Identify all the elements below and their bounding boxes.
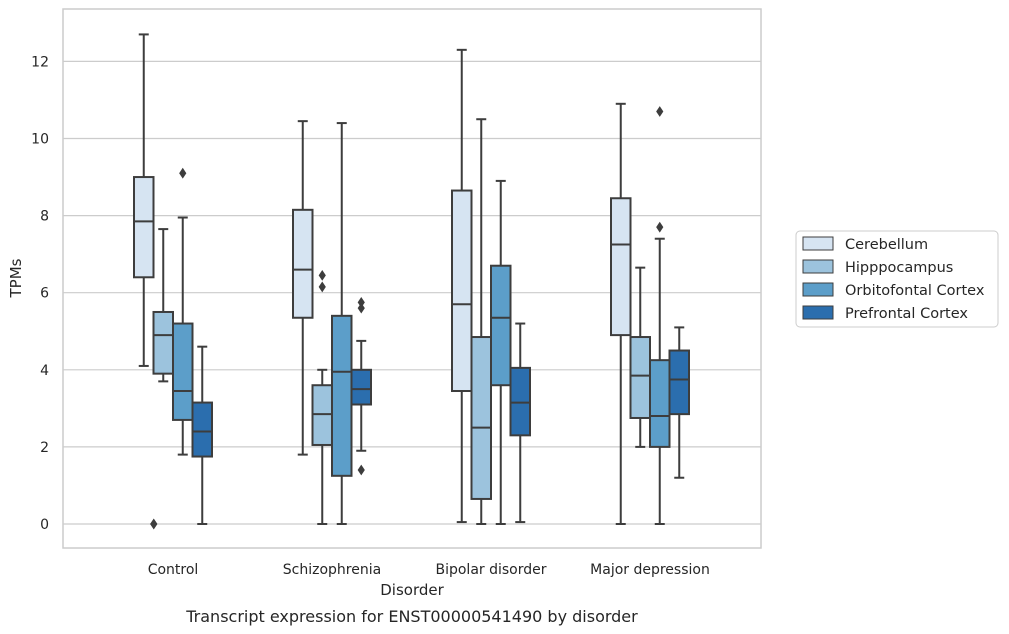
outlier-point [357, 302, 365, 314]
box-body [152, 310, 174, 375]
y-tick-label: 4 [40, 363, 49, 379]
legend: Cerebellum Hipppocampus Orbitofontal Corte… [795, 230, 999, 328]
box-body [172, 322, 194, 421]
y-tick-label: 12 [31, 54, 49, 70]
x-tick-label: Bipolar disorder [435, 562, 546, 578]
y-ticks: 0 2 4 6 8 10 12 [31, 54, 49, 533]
box-body [191, 401, 213, 458]
outlier-point [150, 518, 158, 530]
box-body [610, 197, 632, 337]
outlier-point [179, 167, 187, 179]
y-tick-label: 10 [31, 132, 49, 148]
legend-swatch [802, 259, 834, 274]
box [191, 345, 213, 525]
outlier-point [357, 296, 365, 308]
outlier-point [357, 464, 365, 476]
box-body [629, 336, 651, 419]
y-tick-label: 8 [40, 209, 49, 225]
legend-frame [795, 230, 999, 328]
box-body [668, 349, 690, 416]
y-tick-label: 2 [40, 440, 49, 456]
x-axis-label: Disorder [380, 581, 444, 599]
box [509, 322, 531, 524]
box [649, 106, 671, 525]
box [470, 118, 492, 525]
box [490, 179, 512, 525]
box-body [350, 368, 372, 406]
box [152, 228, 174, 383]
legend-swatch [802, 282, 834, 297]
box [172, 167, 194, 456]
outlier-point [656, 221, 664, 233]
box-body [133, 176, 155, 279]
legend-label: Cerebellum [845, 237, 928, 253]
chart-caption: Transcript expression for ENST0000054149… [185, 607, 638, 626]
box-body [451, 189, 473, 393]
x-tick-label: Control [148, 562, 199, 578]
x-ticks: Control Schizophrenia Bipolar disorder Majo… [148, 562, 710, 578]
y-tick-label: 0 [40, 517, 49, 533]
box [350, 296, 372, 476]
box-body [470, 336, 492, 500]
box [668, 326, 690, 479]
box [451, 48, 473, 524]
outlier-point [318, 269, 326, 281]
box [311, 269, 333, 525]
box-body [649, 359, 671, 448]
gridlines [63, 60, 761, 525]
x-tick-label: Major depression [590, 562, 710, 578]
y-tick-label: 6 [40, 286, 49, 302]
y-axis-label: TPMs [7, 258, 25, 298]
box [292, 120, 314, 456]
legend-swatch [802, 305, 834, 320]
box-body [331, 314, 353, 477]
box [610, 102, 632, 525]
legend-label: Orbitofontal Cortex [845, 283, 985, 299]
outlier-point [318, 281, 326, 293]
legend-swatch [802, 236, 834, 251]
legend-label: Prefrontal Cortex [845, 306, 968, 322]
outlier-point [656, 106, 664, 117]
x-tick-label: Schizophrenia [283, 562, 381, 578]
plot-frame [62, 8, 762, 549]
box-series [133, 33, 690, 530]
box [133, 33, 155, 367]
legend-label: Hipppocampus [845, 260, 953, 276]
box-body [490, 264, 512, 387]
box [331, 122, 353, 525]
box-body [292, 208, 314, 319]
box [629, 266, 651, 448]
